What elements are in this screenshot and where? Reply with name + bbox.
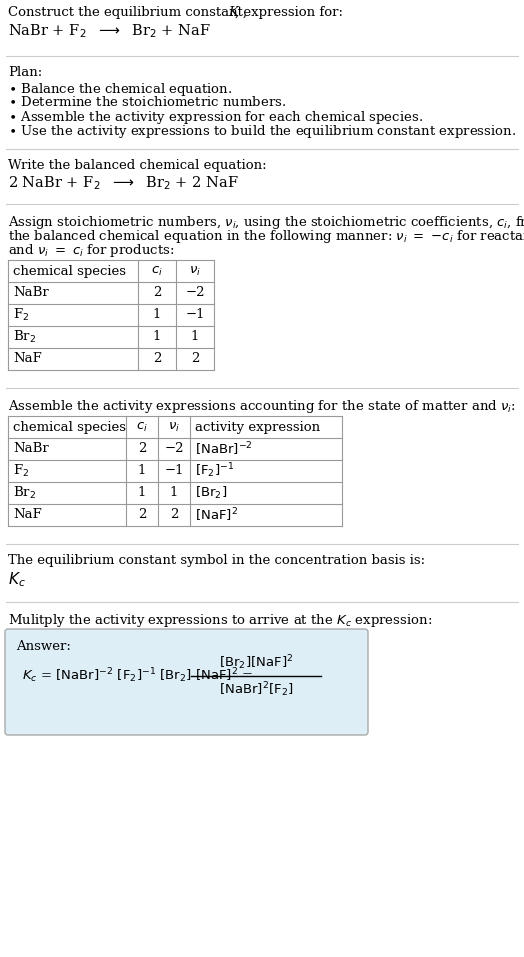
Text: Mulitply the activity expressions to arrive at the $K_c$ expression:: Mulitply the activity expressions to arr… (8, 612, 432, 629)
Text: 2: 2 (170, 508, 178, 522)
Text: Br$_2$: Br$_2$ (13, 329, 36, 345)
Text: NaBr: NaBr (13, 442, 49, 456)
Text: Construct the equilibrium constant,: Construct the equilibrium constant, (8, 6, 251, 19)
Text: $\bullet$ Assemble the activity expression for each chemical species.: $\bullet$ Assemble the activity expressi… (8, 109, 423, 126)
Text: 2 NaBr + F$_2$  $\longrightarrow$  Br$_2$ + 2 NaF: 2 NaBr + F$_2$ $\longrightarrow$ Br$_2$ … (8, 174, 238, 191)
Text: K: K (228, 6, 238, 19)
Text: F$_2$: F$_2$ (13, 463, 29, 479)
Text: 1: 1 (138, 486, 146, 500)
Text: $\bullet$ Balance the chemical equation.: $\bullet$ Balance the chemical equation. (8, 81, 233, 98)
Text: the balanced chemical equation in the following manner: $\nu_i$ $=$ $-c_i$ for r: the balanced chemical equation in the fo… (8, 228, 524, 245)
Text: $K_c$ = $[\mathrm{NaBr}]^{-2}$ $[\mathrm{F}_2]^{-1}$ $[\mathrm{Br}_2]$ $[\mathrm: $K_c$ = $[\mathrm{NaBr}]^{-2}$ $[\mathrm… (22, 667, 253, 685)
Text: −2: −2 (164, 442, 184, 456)
Text: $c_i$: $c_i$ (136, 420, 148, 434)
Text: 1: 1 (138, 464, 146, 478)
Text: Assign stoichiometric numbers, $\nu_i$, using the stoichiometric coefficients, $: Assign stoichiometric numbers, $\nu_i$, … (8, 214, 524, 231)
Text: Assemble the activity expressions accounting for the state of matter and $\nu_i$: Assemble the activity expressions accoun… (8, 398, 516, 415)
Text: 1: 1 (191, 330, 199, 344)
Text: NaBr + F$_2$  $\longrightarrow$  Br$_2$ + NaF: NaBr + F$_2$ $\longrightarrow$ Br$_2$ + … (8, 22, 211, 39)
Text: Plan:: Plan: (8, 66, 42, 79)
Text: F$_2$: F$_2$ (13, 307, 29, 323)
Text: Answer:: Answer: (16, 640, 71, 653)
Text: −1: −1 (164, 464, 184, 478)
Text: 1: 1 (170, 486, 178, 500)
Text: 2: 2 (138, 442, 146, 456)
Text: $[\mathrm{Br}_2][\mathrm{NaF}]^2$: $[\mathrm{Br}_2][\mathrm{NaF}]^2$ (219, 654, 293, 673)
Text: $[\mathrm{NaF}]^{2}$: $[\mathrm{NaF}]^{2}$ (195, 506, 238, 523)
Text: 2: 2 (153, 286, 161, 300)
Text: 2: 2 (191, 352, 199, 366)
Text: −1: −1 (185, 308, 205, 322)
Bar (8, 416, 342, 526)
FancyBboxPatch shape (5, 629, 368, 735)
Text: NaF: NaF (13, 352, 42, 366)
Text: $\bullet$ Determine the stoichiometric numbers.: $\bullet$ Determine the stoichiometric n… (8, 95, 286, 109)
Text: $\nu_i$: $\nu_i$ (168, 420, 180, 434)
Text: $c_i$: $c_i$ (151, 264, 163, 278)
Text: $[\mathrm{Br}_2]$: $[\mathrm{Br}_2]$ (195, 485, 227, 501)
Text: $[\mathrm{NaBr}]^2[\mathrm{F}_2]$: $[\mathrm{NaBr}]^2[\mathrm{F}_2]$ (219, 680, 293, 700)
Text: , expression for:: , expression for: (235, 6, 343, 19)
Text: −2: −2 (185, 286, 205, 300)
Text: $[\mathrm{F}_2]^{-1}$: $[\mathrm{F}_2]^{-1}$ (195, 461, 234, 480)
Text: 1: 1 (153, 330, 161, 344)
Text: chemical species: chemical species (13, 264, 126, 278)
Text: NaF: NaF (13, 508, 42, 522)
Text: 2: 2 (153, 352, 161, 366)
Text: activity expression: activity expression (195, 420, 320, 434)
Text: $\bullet$ Use the activity expressions to build the equilibrium constant express: $\bullet$ Use the activity expressions t… (8, 123, 516, 140)
Text: $K_c$: $K_c$ (8, 570, 26, 589)
Text: $[\mathrm{NaBr}]^{-2}$: $[\mathrm{NaBr}]^{-2}$ (195, 440, 253, 457)
Text: Br$_2$: Br$_2$ (13, 485, 36, 501)
Text: chemical species: chemical species (13, 420, 126, 434)
Text: NaBr: NaBr (13, 286, 49, 300)
Text: Write the balanced chemical equation:: Write the balanced chemical equation: (8, 159, 267, 172)
Text: The equilibrium constant symbol in the concentration basis is:: The equilibrium constant symbol in the c… (8, 554, 425, 567)
Text: $\nu_i$: $\nu_i$ (189, 264, 201, 278)
Text: 1: 1 (153, 308, 161, 322)
Text: 2: 2 (138, 508, 146, 522)
Text: and $\nu_i$ $=$ $c_i$ for products:: and $\nu_i$ $=$ $c_i$ for products: (8, 242, 174, 259)
Bar (8, 260, 214, 370)
